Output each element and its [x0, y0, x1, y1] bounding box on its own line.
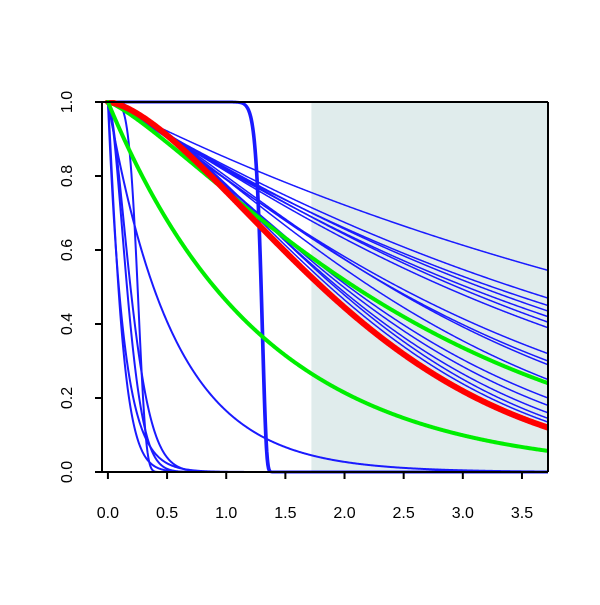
y-tick-label: 0.6: [59, 239, 76, 261]
series-line-9: [107, 101, 548, 272]
x-tick-label: 3.0: [452, 505, 474, 522]
series-line-14: [107, 101, 548, 323]
series-line-25: [105, 100, 548, 386]
x-tick-label: 1.0: [215, 505, 237, 522]
y-tick-label: 0.2: [59, 387, 76, 409]
series-line-7: [106, 101, 548, 473]
y-tick-label: 0.8: [59, 165, 76, 187]
series-line-26: [104, 100, 548, 431]
x-tick-label: 2.0: [333, 505, 355, 522]
y-tick-label: 0.4: [59, 313, 76, 335]
x-tick-label: 0.5: [156, 505, 178, 522]
y-tick-label: 1.0: [59, 91, 76, 113]
x-tick-label: 3.5: [511, 505, 533, 522]
y-tick-label: 0.0: [59, 461, 76, 483]
x-tick-label: 2.5: [393, 505, 415, 522]
axes: 0.0 0.5 1.0 1.5 2.0 2.5 3.0 3.5 0.0 0.2 0.4 0.6 0.8 1…: [59, 91, 549, 522]
x-tick-label: 1.5: [274, 505, 296, 522]
series-line-27: [105, 100, 548, 453]
x-tick-label: 0.0: [97, 505, 119, 522]
